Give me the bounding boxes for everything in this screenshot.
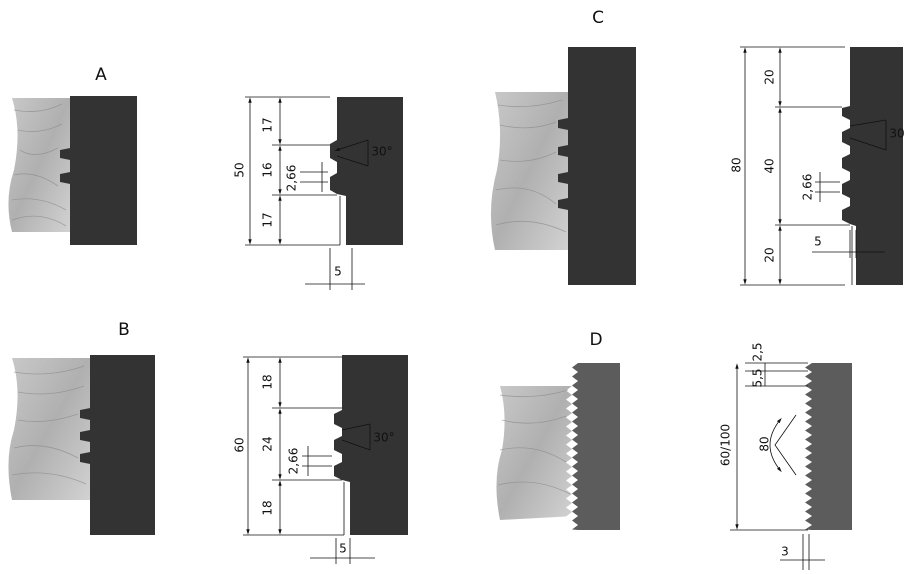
drawing-line (495, 220, 567, 233)
cutter (80, 355, 155, 535)
dimension-label: 2,66 (801, 174, 815, 201)
drawing-line (495, 187, 557, 205)
panel-c: C 80 20 40 20 2,66 30 5 (490, 8, 905, 286)
grain (497, 389, 571, 495)
drawing-line (13, 103, 63, 112)
drawing-line (501, 415, 567, 424)
drawing-line (497, 99, 563, 108)
dimension-label: C (592, 8, 604, 28)
dimension-label: 18 (261, 500, 275, 515)
dimension-label: 17 (261, 212, 275, 227)
dimension-label: 60 (233, 437, 247, 452)
profile (334, 355, 408, 535)
dimension-label: 3 (781, 545, 789, 559)
grain (495, 99, 567, 233)
drawing-line (341, 423, 371, 451)
drawing-line (19, 147, 59, 155)
dimension-label: 80 (758, 436, 772, 451)
dimension-label: 30 (889, 127, 904, 141)
cutter (558, 47, 636, 285)
drawing-line (499, 389, 569, 398)
dimension-label: 30° (373, 431, 394, 445)
drawing-line (499, 121, 557, 129)
wood (8, 98, 71, 232)
dimension-label: 30° (371, 145, 392, 159)
wood (496, 386, 572, 520)
panel-b: B 60 18 24 18 2,66 30° 5 (8, 320, 408, 564)
dimension-label: A (95, 65, 107, 85)
profile (842, 47, 903, 285)
wood (8, 358, 91, 500)
dimension-label: 5,5 (751, 368, 765, 387)
drawing-line (13, 365, 85, 375)
dimension-label: 60/100 (719, 424, 733, 466)
cutter (572, 363, 620, 530)
grain (11, 103, 67, 227)
drawing-line (17, 123, 63, 132)
drawing-line (497, 481, 571, 495)
drawing-line (337, 139, 369, 167)
dimension-label: 17 (261, 117, 275, 132)
profile (805, 363, 852, 530)
dimension-label: B (118, 320, 130, 340)
drawing-line (499, 151, 557, 162)
dimension-label: 18 (261, 374, 275, 389)
drawing-line (17, 385, 85, 395)
drawing-line (11, 198, 67, 211)
panel-d: D 2,5 5,5 60/100 80 3 (496, 330, 852, 570)
drawing-line (13, 445, 79, 459)
drawing-line (11, 472, 87, 485)
dimension-line (769, 417, 782, 473)
profile (330, 97, 403, 245)
dimension-label: 20 (763, 247, 777, 262)
drawing-line (13, 173, 59, 187)
grain (11, 365, 87, 485)
dimension-label: 16 (261, 162, 275, 177)
dimension-label: 5 (334, 265, 342, 279)
dimension-label: 24 (261, 436, 275, 451)
dimension-label: 80 (730, 157, 744, 172)
drawing-line (11, 215, 67, 227)
dimension-label: 20 (763, 69, 777, 84)
cutter (60, 96, 137, 245)
drawing-line (17, 413, 79, 422)
dimension-label: 40 (763, 158, 777, 173)
dimension-label: 2,5 (751, 342, 765, 361)
drawing-line (499, 447, 567, 463)
dimension-label: 5 (339, 542, 347, 556)
panel-a: A 50 17 16 17 2,66 30° 5 (8, 65, 403, 290)
wood (490, 92, 568, 250)
drawing-line (849, 119, 887, 151)
drawing-line (774, 414, 797, 476)
dimension-label: 50 (233, 162, 247, 177)
dimension-label: D (589, 330, 602, 350)
dimension-label: 5 (814, 235, 822, 249)
dimension-label: 2,66 (287, 448, 301, 475)
dimension-label: 2,66 (285, 165, 299, 192)
